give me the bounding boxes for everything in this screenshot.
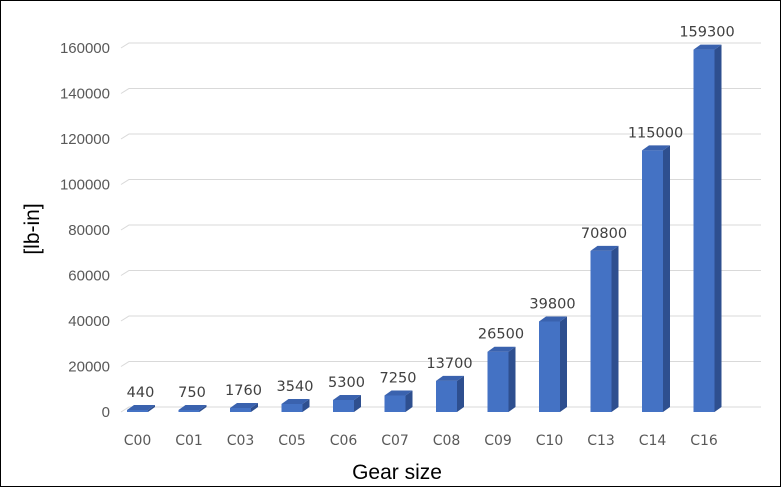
x-category-label: C07	[381, 433, 409, 449]
bar	[281, 398, 310, 412]
bar-front	[178, 410, 200, 412]
bar	[333, 394, 361, 412]
x-category-label: C13	[587, 433, 615, 449]
bar-side	[148, 405, 155, 412]
bar-front	[693, 49, 715, 412]
data-label: 39800	[529, 296, 575, 312]
y-tick-label: 100000	[60, 177, 110, 194]
y-tick-label: 120000	[60, 131, 110, 148]
x-category-label: C14	[639, 433, 667, 449]
bar-front	[436, 380, 457, 412]
x-category-label: C03	[227, 433, 255, 449]
x-category-label: C05	[278, 433, 306, 449]
bar-front	[384, 395, 406, 412]
bar-side	[354, 394, 361, 412]
data-label: 159300	[679, 25, 734, 41]
y-tick-label: 140000	[60, 86, 110, 103]
x-category-label: C06	[330, 433, 358, 449]
x-category-label: C10	[536, 433, 564, 449]
bar-front	[333, 399, 354, 412]
bar-top	[642, 145, 670, 151]
data-label: 1760	[225, 383, 262, 399]
gridline	[120, 88, 761, 94]
gridline	[120, 224, 761, 231]
bar-side	[302, 398, 310, 412]
x-axis-categories: C00 C01 C03 C05 C06 C07 C08 C09 C10 C13 C14 C16	[124, 433, 718, 449]
bar-side	[199, 405, 207, 412]
bar-top	[487, 346, 516, 352]
bar-top	[539, 316, 567, 322]
gridline	[120, 315, 761, 322]
bar	[693, 44, 722, 412]
bar-side	[714, 44, 722, 412]
data-label: 115000	[628, 125, 683, 141]
bar-front	[127, 410, 148, 412]
bar-top	[333, 394, 361, 400]
bar-top	[230, 402, 258, 408]
bar-top	[436, 375, 464, 381]
bar-front	[590, 250, 612, 412]
bar	[230, 402, 258, 412]
data-label: 7250	[380, 371, 417, 387]
bar-top	[693, 44, 722, 50]
bar-side	[405, 390, 413, 412]
gridline	[120, 133, 761, 140]
data-label: 70800	[581, 226, 627, 242]
bar-side	[251, 402, 258, 412]
bar-side	[611, 245, 619, 412]
bar-front	[230, 407, 251, 412]
y-axis-title: [lb-in]	[21, 203, 44, 254]
data-label: 750	[178, 385, 206, 401]
y-tick-label: 0	[102, 404, 110, 421]
bar	[127, 405, 155, 412]
x-category-label: C16	[690, 433, 718, 449]
bar-front	[539, 321, 560, 412]
data-label: 5300	[328, 375, 365, 391]
bar-front	[642, 150, 663, 412]
gridlines	[120, 42, 761, 413]
bar	[539, 316, 567, 412]
bar-top	[281, 398, 310, 404]
y-tick-label: 60000	[68, 268, 110, 285]
bar-side	[457, 375, 464, 412]
gridline	[120, 42, 761, 49]
y-tick-label: 80000	[68, 222, 110, 239]
data-label: 13700	[426, 356, 472, 372]
x-axis-title: Gear size	[352, 461, 442, 484]
y-tick-label: 40000	[68, 313, 110, 330]
x-category-label: C08	[433, 433, 461, 449]
bar	[384, 390, 413, 412]
y-axis-ticks: 0 20000 40000 60000 80000 100000 120000 140000 1…	[60, 40, 110, 421]
bar	[178, 405, 207, 412]
bar-top	[590, 245, 619, 251]
bar-top	[178, 405, 207, 410]
bar	[590, 245, 619, 412]
bar	[487, 346, 516, 412]
y-tick-label: 20000	[68, 359, 110, 376]
bar-side	[508, 346, 516, 412]
bar	[436, 375, 464, 412]
data-label: 26500	[478, 327, 524, 343]
data-labels: 440 750 1760 3540 5300 7250 13700 26500 39800 708…	[127, 25, 735, 401]
data-label: 440	[127, 385, 155, 401]
bar-side	[560, 316, 567, 412]
gridline	[120, 179, 761, 185]
bar-top	[384, 390, 413, 396]
x-category-label: C01	[175, 433, 203, 449]
bar-side	[663, 145, 670, 412]
bar	[642, 145, 670, 412]
data-label: 3540	[277, 379, 314, 395]
bar-front	[487, 351, 509, 412]
y-tick-label: 160000	[60, 40, 110, 57]
bar-top	[127, 405, 155, 410]
gridline	[120, 270, 761, 276]
x-category-label: C00	[124, 433, 152, 449]
x-category-label: C09	[484, 433, 512, 449]
bar-front	[281, 403, 303, 412]
bars	[127, 44, 722, 412]
